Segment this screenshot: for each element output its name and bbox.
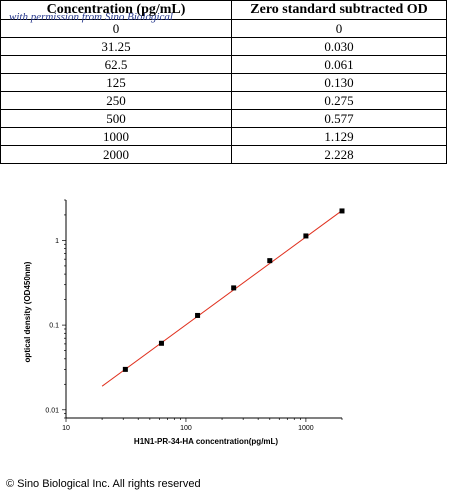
data-point	[158, 340, 164, 346]
data-points	[122, 208, 345, 372]
table-row: 2000 2.228	[0, 145, 447, 164]
table-row: 125 0.130	[0, 73, 447, 92]
od-cell: 2.228	[231, 145, 447, 164]
y-axis-title: optical density (OD450nm)	[23, 261, 32, 362]
data-point	[195, 312, 201, 318]
concentration-cell: 125	[0, 73, 232, 92]
concentration-cell: 500	[0, 109, 232, 128]
header-concentration-label: Concentration (pg/mL)	[46, 2, 186, 17]
chart-axes	[65, 200, 342, 419]
header-od: Zero standard subtracted OD	[231, 0, 447, 20]
y-tick-label: 0.1	[49, 323, 59, 330]
copyright-text: © Sino Biological Inc. All rights reserv…	[6, 478, 201, 490]
data-point	[339, 208, 345, 214]
standard-curve-chart: 10 100 1000 0.01 0.1 1 H1N1-PR-34-HA concentr…	[23, 199, 345, 446]
fit-line-group	[101, 210, 343, 387]
od-cell: 0.275	[231, 91, 447, 110]
concentration-cell: 62.5	[0, 55, 232, 74]
od-cell: 0.130	[231, 73, 447, 92]
od-cell: 1.129	[231, 127, 447, 146]
y-tick-label: 1	[55, 238, 59, 245]
od-cell: 0	[231, 19, 447, 38]
concentration-cell: 1000	[0, 127, 232, 146]
chart-ticks: 10 100 1000 0.01 0.1 1	[45, 199, 343, 432]
table-row: 1000 1.129	[0, 127, 447, 146]
data-point	[231, 285, 237, 291]
data-point	[267, 258, 273, 264]
table-row: 500 0.577	[0, 109, 447, 128]
concentration-cell: 31.25	[0, 37, 232, 56]
table-row: 31.25 0.030	[0, 37, 447, 56]
x-axis-title: H1N1-PR-34-HA concentration(pg/mL)	[134, 437, 278, 446]
data-point	[122, 366, 128, 372]
table-row: 62.5 0.061	[0, 55, 447, 74]
concentration-cell: 250	[0, 91, 232, 110]
x-tick-label: 10	[62, 425, 70, 432]
table-row: 250 0.275	[0, 91, 447, 110]
od-cell: 0.030	[231, 37, 447, 56]
watermark-text: with permission from Sino Biological	[9, 11, 173, 23]
od-cell: 0.577	[231, 109, 447, 128]
fit-line	[101, 210, 343, 387]
x-tick-label: 1000	[298, 425, 314, 432]
concentration-cell: 2000	[0, 145, 232, 164]
standard-curve-table: Concentration (pg/mL) with permission fr…	[0, 0, 447, 164]
y-tick-label: 0.01	[45, 407, 59, 414]
x-tick-label: 100	[180, 425, 192, 432]
header-concentration: Concentration (pg/mL) with permission fr…	[0, 0, 232, 23]
od-cell: 0.061	[231, 55, 447, 74]
data-point	[303, 233, 309, 239]
